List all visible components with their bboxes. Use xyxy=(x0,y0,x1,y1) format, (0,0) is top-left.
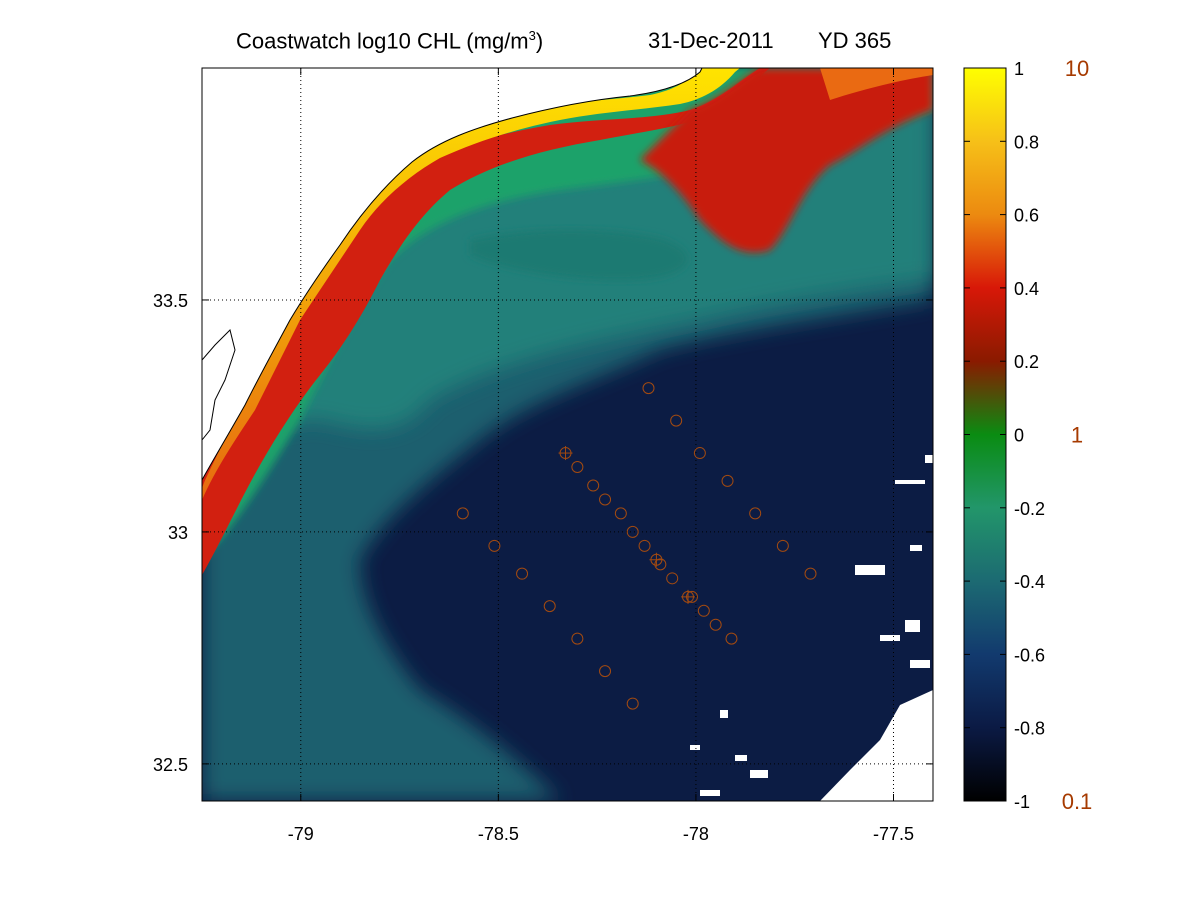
colorbar-ticks: 1 0.8 0.6 0.4 0.2 0 -0.2 -0.4 -0.6 -0.8 -1 10 1 0.1 xyxy=(964,56,1092,814)
station-circle xyxy=(599,493,612,506)
coastline xyxy=(202,68,703,481)
inlet-coastline xyxy=(202,329,236,441)
x-tick-label: -79 xyxy=(288,824,314,844)
station-circle xyxy=(614,507,627,520)
title-suffix: ) xyxy=(535,28,544,54)
station-circle xyxy=(693,447,706,460)
x-tick-label: -77.5 xyxy=(873,824,914,844)
colorbar-tick-label: 0.8 xyxy=(1014,132,1039,152)
title-date: 31-Dec-2011 xyxy=(648,28,774,53)
y-tick-label: 33 xyxy=(168,523,188,543)
colorbar-real-unit-label: 1 xyxy=(1071,423,1083,448)
station-circle xyxy=(721,474,734,487)
station-circle xyxy=(776,539,789,552)
figure-title: Coastwatch log10 CHL (mg/m3) xyxy=(236,28,543,54)
orange-plume-north xyxy=(820,68,933,100)
station-markers xyxy=(456,382,817,710)
station-circle xyxy=(488,539,501,552)
title-superscript: 3 xyxy=(528,28,536,43)
x-tick-label: -78.5 xyxy=(478,824,519,844)
y-tick-label: 32.5 xyxy=(153,755,188,775)
colorbar-tick-label: 0 xyxy=(1014,426,1024,446)
station-circle xyxy=(642,382,655,395)
colorbar-tick-label: -0.8 xyxy=(1014,719,1045,739)
x-tick-label: -78 xyxy=(683,824,709,844)
station-circle xyxy=(599,665,612,678)
colorbar-real-unit-label: 10 xyxy=(1065,56,1089,81)
station-circle xyxy=(587,479,600,492)
colorbar-real-unit-label: 0.1 xyxy=(1062,789,1093,814)
station-circle xyxy=(749,507,762,520)
map-axis-ticks: -79 -78.5 -78 -77.5 33.5 33 32.5 xyxy=(153,68,933,844)
title-prefix: Coastwatch log10 CHL (mg/m xyxy=(236,28,529,54)
station-circle xyxy=(516,567,529,580)
station-circle xyxy=(571,460,584,473)
title-yearday: YD 365 xyxy=(818,28,892,53)
station-circle xyxy=(626,525,639,538)
station-circle xyxy=(571,632,584,645)
red-plume-north xyxy=(640,68,933,253)
map-frame xyxy=(201,67,934,802)
colorbar xyxy=(963,67,1007,802)
colorbar-tick-label: -0.4 xyxy=(1014,572,1045,592)
colorbar-tick-label: -0.6 xyxy=(1014,645,1045,665)
offshore-teal-eddy xyxy=(470,229,688,281)
colorbar-tick-label: 0.2 xyxy=(1014,352,1039,372)
station-circle xyxy=(670,414,683,427)
cloud-mask-patches xyxy=(690,455,933,801)
map-panel xyxy=(202,68,933,801)
colorbar-tick-label: 0.4 xyxy=(1014,279,1039,299)
station-circle xyxy=(654,558,667,571)
station-circle xyxy=(543,600,556,613)
colorbar-tick-label: 0.6 xyxy=(1014,206,1039,226)
station-circle xyxy=(626,697,639,710)
station-circle xyxy=(725,632,738,645)
station-circle xyxy=(456,507,469,520)
red-coastal-band xyxy=(202,68,770,575)
station-circle xyxy=(709,618,722,631)
station-circle xyxy=(666,572,679,585)
colorbar-tick-label: 1 xyxy=(1014,59,1024,79)
colorbar-tick-label: -1 xyxy=(1014,792,1030,812)
station-circle xyxy=(804,567,817,580)
y-tick-label: 33.5 xyxy=(153,291,188,311)
land-area xyxy=(202,68,702,480)
station-circle xyxy=(697,604,710,617)
colorbar-tick-label: -0.2 xyxy=(1014,499,1045,519)
station-circle xyxy=(638,539,651,552)
